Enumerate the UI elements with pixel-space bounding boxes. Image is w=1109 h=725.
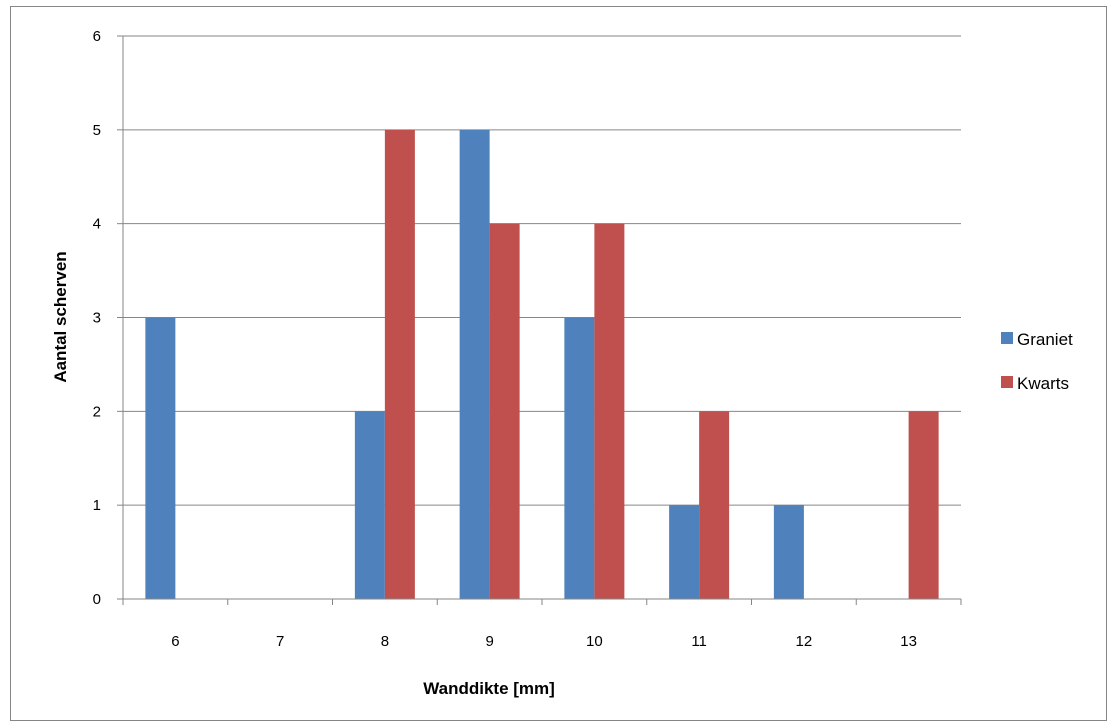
x-tick-label: 11 <box>691 633 707 650</box>
legend-label-kwarts: Kwarts <box>1017 374 1069 393</box>
y-tick-label: 0 <box>93 591 101 608</box>
x-tick-label: 8 <box>381 633 389 650</box>
bar-graniet-12 <box>773 505 804 599</box>
bar-graniet-8 <box>354 411 385 599</box>
x-tick-label: 9 <box>485 633 493 650</box>
bar-graniet-9 <box>459 129 490 599</box>
legend-swatch-kwarts <box>1001 376 1013 388</box>
bars <box>145 129 939 599</box>
y-tick-labels: 0 1 2 3 4 5 6 <box>93 28 101 608</box>
y-tick-label: 3 <box>93 310 101 327</box>
bar-graniet-6 <box>145 317 176 599</box>
bar-kwarts-8 <box>384 129 415 599</box>
bar-kwarts-11 <box>699 411 730 599</box>
axes <box>122 36 962 605</box>
y-tick-label: 1 <box>93 497 101 514</box>
x-tick-labels: 6 7 8 9 10 11 12 13 <box>171 633 917 650</box>
legend-swatch-graniet <box>1001 332 1013 344</box>
x-tick-label: 12 <box>796 633 813 650</box>
y-tick-label: 2 <box>93 403 101 420</box>
gridlines <box>117 35 961 600</box>
legend-label-graniet: Graniet <box>1017 330 1073 349</box>
x-tick-label: 13 <box>900 633 917 650</box>
bar-kwarts-10 <box>594 223 625 599</box>
legend: Graniet Kwarts <box>1001 330 1073 393</box>
y-axis-title: Aantal scherven <box>51 251 70 382</box>
y-tick-label: 5 <box>93 122 101 139</box>
y-tick-label: 6 <box>93 28 101 45</box>
x-tick-label: 10 <box>586 633 603 650</box>
x-tick-label: 6 <box>171 633 179 650</box>
y-tick-label: 4 <box>93 216 101 233</box>
bar-kwarts-9 <box>489 223 520 599</box>
bar-kwarts-13 <box>908 411 939 599</box>
bar-graniet-10 <box>564 317 595 599</box>
x-axis-title: Wanddikte [mm] <box>423 679 555 698</box>
bar-graniet-11 <box>669 505 700 599</box>
x-tick-label: 7 <box>276 633 284 650</box>
